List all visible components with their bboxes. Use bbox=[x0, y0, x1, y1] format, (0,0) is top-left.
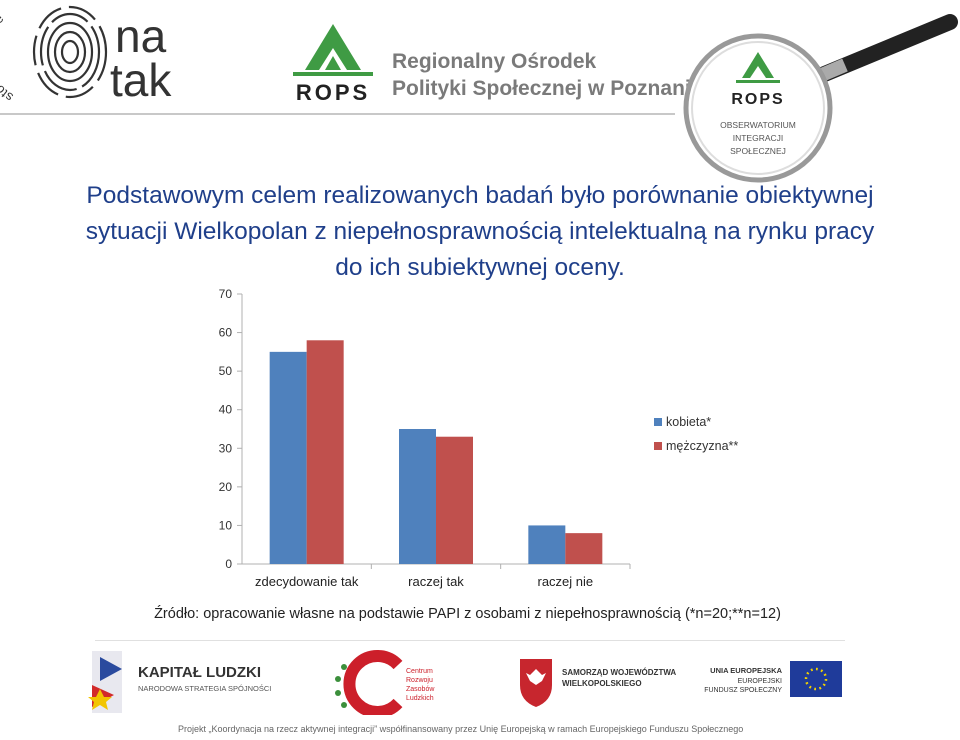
legend-swatch bbox=[654, 442, 662, 450]
rops-logo: ROPS bbox=[293, 24, 373, 105]
centrum-line2: Rozwoju bbox=[406, 677, 433, 684]
x-tick-label: raczej tak bbox=[408, 574, 464, 589]
footer-logos: KAPITAŁ LUDZKI NARODOWA STRATEGIA SPÓJNO… bbox=[88, 650, 842, 715]
kapital-ludzki-line1: KAPITAŁ LUDZKI bbox=[138, 664, 261, 681]
y-tick-label: 40 bbox=[219, 403, 233, 417]
source-note: Źródło: opracowanie własne na podstawie … bbox=[154, 606, 781, 622]
fingerprint-icon bbox=[32, 5, 108, 99]
ue-line1: UNIA EUROPEJSKA bbox=[710, 666, 782, 675]
legend-label: mężczyzna** bbox=[666, 439, 738, 453]
bar-mezczyzna bbox=[306, 340, 344, 564]
rops-org-name-line1: Regionalny Ośrodek bbox=[392, 50, 597, 73]
magnifier-lens bbox=[683, 33, 833, 183]
samorzad-logo: SAMORZĄD WOJEWÓDZTWA WIELKOPOLSKIEGO bbox=[520, 659, 676, 707]
c-star-emblem-icon bbox=[335, 650, 403, 715]
bar-kobieta bbox=[399, 429, 436, 564]
rops-logo-text: ROPS bbox=[296, 80, 370, 105]
centrum-line4: Ludzkich bbox=[406, 695, 434, 702]
natak-logo-line2: tak bbox=[110, 54, 172, 106]
footer-divider bbox=[95, 640, 845, 641]
centrum-line3: Zasobów bbox=[406, 686, 435, 693]
bar-chart: 0 10 20 30 40 50 60 70 zdecydowanie tak raczej ta… bbox=[219, 287, 739, 589]
x-tick-label: zdecydowanie tak bbox=[255, 574, 359, 589]
slide-title: Podstawowym celem realizowanych badań by… bbox=[40, 178, 920, 286]
y-tick-label: 20 bbox=[219, 480, 233, 494]
rops-house-icon bbox=[293, 24, 373, 76]
ue-line3: FUNDUSZ SPOŁECZNY bbox=[704, 687, 782, 694]
kapital-ludzki-logo: KAPITAŁ LUDZKI NARODOWA STRATEGIA SPÓJNO… bbox=[88, 651, 271, 713]
y-tick-label: 0 bbox=[225, 557, 232, 571]
magnifier-logo: ROPS OBSERWATORIUM INTEGRACJI SPOŁECZNEJ bbox=[683, 14, 958, 183]
y-tick-label: 50 bbox=[219, 364, 233, 378]
y-tick-label: 60 bbox=[219, 326, 233, 340]
magnifier-line1: OBSERWATORIUM bbox=[720, 120, 796, 130]
title-line-3: do ich subiektywnej oceny. bbox=[335, 254, 625, 281]
samorzad-line2: WIELKOPOLSKIEGO bbox=[562, 679, 642, 688]
samorzad-line1: SAMORZĄD WOJEWÓDZTWA bbox=[562, 668, 676, 677]
title-line-1: Podstawowym celem realizowanych badań by… bbox=[86, 182, 874, 209]
natak-logo-line1: na bbox=[115, 10, 167, 62]
natak-logo: stowarzyszenie na tak bbox=[0, 5, 172, 106]
rops-org-name-line2: Polityki Społecznej w Poznaniu bbox=[392, 77, 704, 100]
bar-kobieta bbox=[269, 351, 307, 564]
rops-small-icon bbox=[736, 52, 780, 83]
y-tick-label: 70 bbox=[219, 287, 233, 301]
magnifier-rops-text: ROPS bbox=[731, 91, 784, 108]
y-tick-label: 10 bbox=[219, 518, 233, 532]
bar-mezczyzna bbox=[565, 533, 603, 564]
legend-swatch bbox=[654, 418, 662, 426]
legend-label: kobieta* bbox=[666, 415, 711, 429]
centrum-logo: Centrum Rozwoju Zasobów Ludzkich bbox=[335, 650, 435, 715]
magnifier-line2: INTEGRACJI bbox=[733, 133, 784, 143]
bar-kobieta bbox=[528, 525, 566, 564]
bar-mezczyzna bbox=[436, 436, 473, 564]
ue-line2: EUROPEJSKI bbox=[738, 678, 782, 685]
eu-logo: UNIA EUROPEJSKA EUROPEJSKI FUNDUSZ SPOŁE… bbox=[704, 661, 842, 697]
title-line-2: sytuacji Wielkopolan z niepełnosprawnośc… bbox=[85, 218, 875, 245]
magnifier-line3: SPOŁECZNEJ bbox=[730, 146, 786, 156]
y-tick-label: 30 bbox=[219, 441, 233, 455]
kapital-ludzki-line2: NARODOWA STRATEGIA SPÓJNOŚCI bbox=[138, 684, 271, 693]
star-emblem-icon bbox=[88, 651, 122, 713]
eu-flag-icon bbox=[790, 661, 842, 697]
footer-project-note: Projekt „Koordynacja na rzecz aktywnej i… bbox=[178, 724, 744, 734]
natak-arc-text: stowarzyszenie bbox=[0, 11, 16, 105]
magnifier-handle-icon bbox=[802, 14, 958, 88]
centrum-line1: Centrum bbox=[406, 668, 433, 675]
x-tick-label: raczej nie bbox=[538, 574, 594, 589]
header-divider bbox=[0, 113, 675, 115]
